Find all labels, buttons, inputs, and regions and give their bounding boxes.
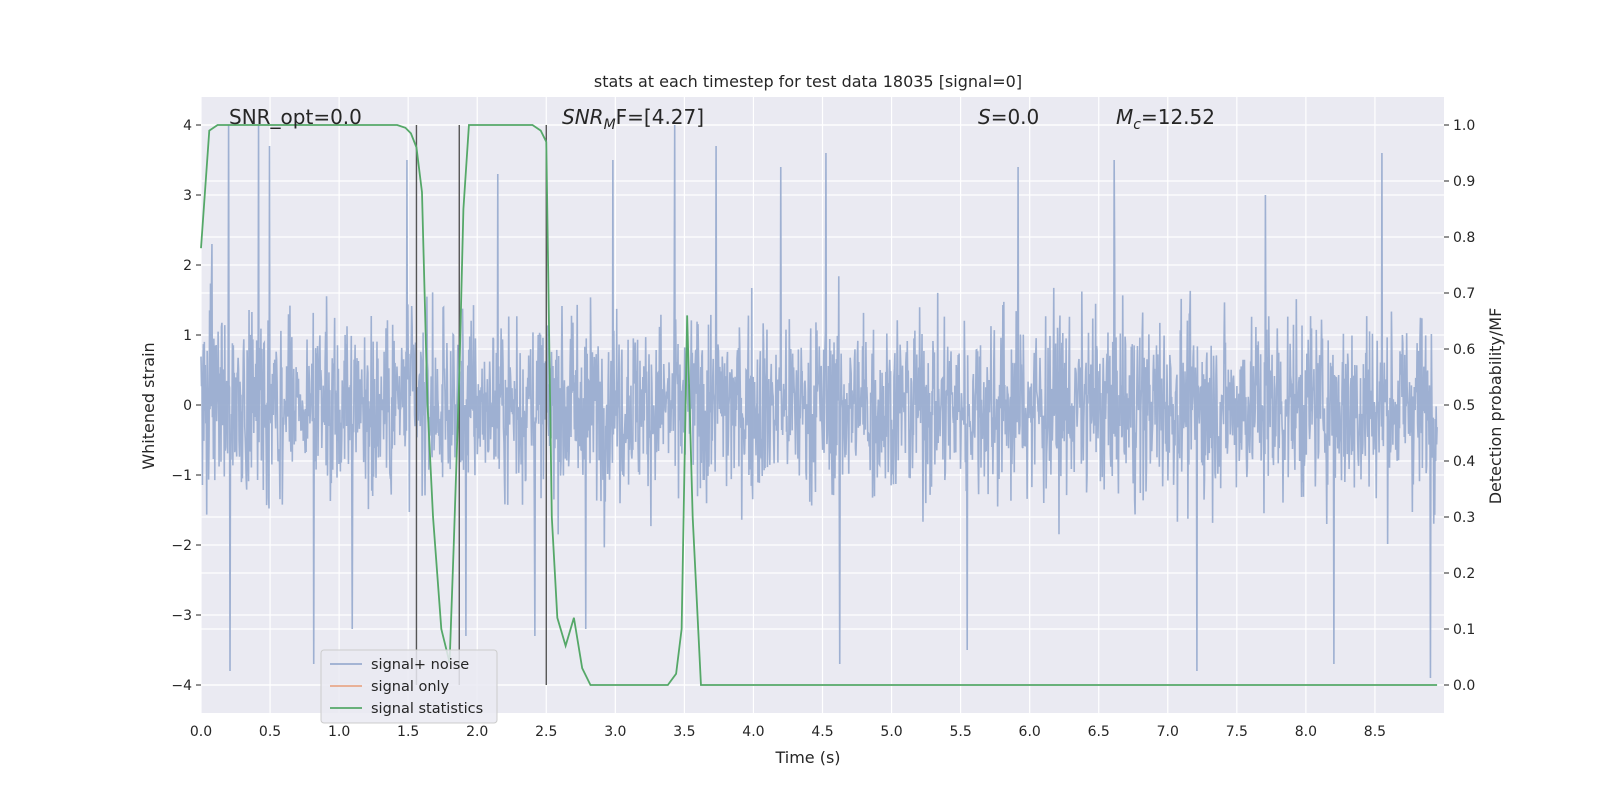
annotation-snr-opt: SNR_opt=0.0 (229, 105, 362, 129)
y-tick-label-4: 0 (183, 398, 192, 414)
signal-noise-series (200, 124, 1438, 679)
x-tick-label-7: 3.5 (673, 724, 695, 740)
x-axis-ticks: 0.0 0.5 1.0 1.5 2.0 2.5 3.0 3.5 4.0 4.5 5.0 5.5 6.0 6… (190, 724, 1386, 740)
x-tick-label-10: 5.0 (880, 724, 902, 740)
vertical-markers (415, 125, 547, 685)
y-right-tick-label-3: 0.7 (1453, 286, 1475, 302)
legend-label-signal-only: signal only (371, 679, 450, 695)
annotation-snr-mf-main: SNR (562, 105, 604, 129)
y-tick-label-7: −3 (171, 608, 192, 624)
y-tick-label-6: −2 (171, 538, 192, 554)
x-tick-label-14: 7.0 (1157, 724, 1179, 740)
y-right-tick-label-1: 0.9 (1453, 174, 1475, 190)
y-right-tick-label-2: 0.8 (1453, 230, 1475, 246)
x-tick-label-17: 8.5 (1364, 724, 1386, 740)
x-tick-label-15: 7.5 (1226, 724, 1248, 740)
y-right-tick-label-7: 0.3 (1453, 510, 1475, 526)
legend-box (320, 649, 498, 724)
y-right-tick-label-9: 0.1 (1453, 622, 1475, 638)
x-tick-label-4: 2.0 (466, 724, 488, 740)
x-tick-label-2: 1.0 (328, 724, 350, 740)
y-axis-ticks: 4 3 2 1 0 −1 −2 −3 −4 (171, 118, 201, 694)
y-right-tick-label-5: 0.5 (1453, 398, 1475, 414)
x-tick-label-8: 4.0 (742, 724, 764, 740)
chart-title: stats at each timestep for test data 180… (594, 72, 1022, 91)
series-line-signal-statistics (200, 124, 1438, 686)
x-tick-label-0: 0.0 (190, 724, 212, 740)
x-tick-label-13: 6.5 (1088, 724, 1110, 740)
annotation-s-main: S (978, 105, 991, 129)
annotation-mc-main: M (1116, 105, 1133, 129)
y-tick-label-2: 2 (183, 258, 192, 274)
y-right-tick-label-8: 0.2 (1453, 566, 1475, 582)
y-right-tick-label-0: 1.0 (1453, 118, 1475, 134)
y-tick-label-3: 1 (183, 328, 192, 344)
x-tick-label-6: 3.0 (604, 724, 626, 740)
annotation-s: S=0.0 (978, 105, 1039, 129)
x-tick-label-1: 0.5 (259, 724, 281, 740)
annotation-mc-rest: =12.52 (1141, 105, 1215, 129)
x-tick-label-16: 8.0 (1295, 724, 1317, 740)
y-tick-label-1: 3 (183, 188, 192, 204)
y-tick-label-0: 4 (183, 118, 192, 134)
series-line-signal-noise (200, 124, 1438, 679)
y-tick-label-5: −1 (171, 468, 192, 484)
annotation-s-rest: =0.0 (991, 105, 1040, 129)
legend-label-signal-noise: signal+ noise (371, 657, 469, 673)
x-tick-label-11: 5.5 (949, 724, 971, 740)
y-axis-right-ticks: 1.0 0.9 0.8 0.7 0.6 0.5 0.4 0.3 0.2 0.1 0.0 (1444, 118, 1475, 694)
y-axis-label: Whitened strain (139, 342, 158, 469)
x-axis-label: Time (s) (774, 748, 840, 767)
y-axis-right-label: Detection probability/MF (1486, 308, 1505, 505)
annotation-snr-mf-sub: M (604, 117, 616, 133)
annotation-mc: Mc=12.52 (1116, 105, 1215, 133)
x-tick-label-3: 1.5 (397, 724, 419, 740)
annotation-mc-sub: c (1133, 117, 1141, 133)
annotation-snr-mf-rest: F=[4.27] (616, 105, 704, 129)
annotation-snr-mf: SNRMF=[4.27] (562, 105, 704, 133)
y-right-tick-label-4: 0.6 (1453, 342, 1475, 358)
legend: signal+ noise signal only signal statist… (320, 649, 498, 724)
x-tick-label-9: 4.5 (811, 724, 833, 740)
x-tick-label-5: 2.5 (535, 724, 557, 740)
y-right-tick-label-6: 0.4 (1453, 454, 1475, 470)
y-tick-label-8: −4 (171, 678, 192, 694)
y-right-tick-label-10: 0.0 (1453, 678, 1475, 694)
x-tick-label-12: 6.0 (1019, 724, 1041, 740)
signal-statistics-series (200, 124, 1438, 686)
legend-label-signal-statistics: signal statistics (371, 701, 483, 717)
